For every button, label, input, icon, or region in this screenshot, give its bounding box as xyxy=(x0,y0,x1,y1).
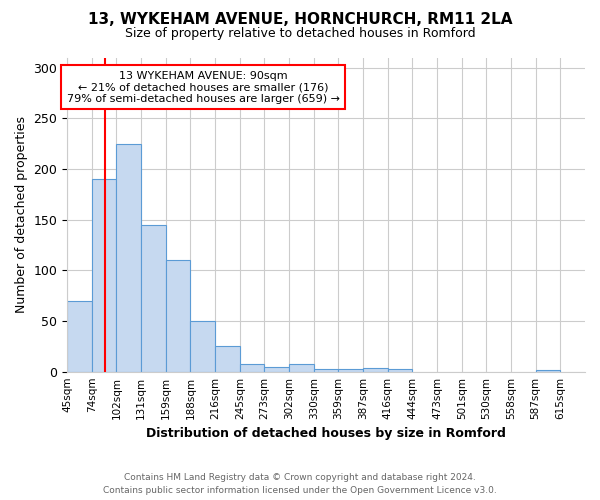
Bar xyxy=(92,179,116,372)
Bar xyxy=(67,300,92,372)
Text: Contains HM Land Registry data © Crown copyright and database right 2024.
Contai: Contains HM Land Registry data © Crown c… xyxy=(103,473,497,495)
Bar xyxy=(314,368,338,372)
Bar xyxy=(338,368,363,372)
Bar xyxy=(265,366,289,372)
Bar xyxy=(363,368,388,372)
Text: 13 WYKEHAM AVENUE: 90sqm
← 21% of detached houses are smaller (176)
79% of semi-: 13 WYKEHAM AVENUE: 90sqm ← 21% of detach… xyxy=(67,70,340,104)
Bar xyxy=(116,144,141,372)
Bar xyxy=(536,370,560,372)
Bar xyxy=(166,260,190,372)
Bar xyxy=(289,364,314,372)
Text: Size of property relative to detached houses in Romford: Size of property relative to detached ho… xyxy=(125,28,475,40)
Text: 13, WYKEHAM AVENUE, HORNCHURCH, RM11 2LA: 13, WYKEHAM AVENUE, HORNCHURCH, RM11 2LA xyxy=(88,12,512,28)
Y-axis label: Number of detached properties: Number of detached properties xyxy=(15,116,28,313)
Bar xyxy=(388,368,412,372)
Bar xyxy=(141,224,166,372)
X-axis label: Distribution of detached houses by size in Romford: Distribution of detached houses by size … xyxy=(146,427,506,440)
Bar xyxy=(240,364,265,372)
Bar xyxy=(190,321,215,372)
Bar xyxy=(215,346,240,372)
